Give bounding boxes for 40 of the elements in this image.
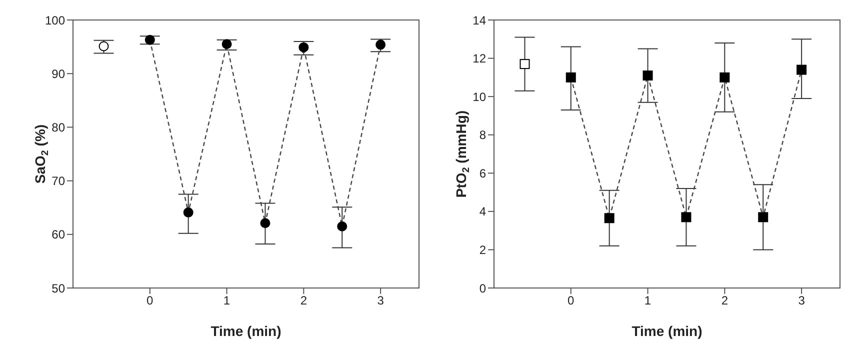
x-tick-label: 1: [223, 294, 230, 308]
x-tick-label: 2: [300, 294, 308, 308]
y-tick-label: 70: [52, 174, 66, 188]
point: [298, 42, 309, 52]
point: [520, 59, 530, 70]
point: [337, 221, 348, 232]
point: [642, 70, 653, 81]
y-tick-label: 8: [479, 128, 486, 142]
point: [566, 72, 576, 82]
point: [222, 39, 232, 50]
point: [376, 40, 386, 50]
point: [183, 207, 194, 218]
point: [796, 64, 807, 75]
point: [260, 218, 270, 228]
y-tick-label: 80: [52, 120, 66, 134]
x-axis-title: Time (min): [210, 323, 282, 339]
y-tick-label: 6: [479, 166, 486, 180]
y-tick-label: 60: [52, 228, 66, 242]
y-tick-label: 100: [44, 13, 66, 28]
y-tick-label: 14: [472, 13, 486, 28]
point: [604, 213, 614, 224]
point: [758, 212, 768, 222]
x-tick-label: 0: [146, 294, 154, 308]
x-tick-label: 3: [377, 294, 384, 308]
y-tick-label: 12: [472, 52, 486, 66]
x-tick-label: 1: [644, 294, 652, 308]
y-tick-label: 4: [479, 204, 486, 219]
x-tick-label: 3: [798, 294, 806, 308]
y-tick-label: 0: [479, 281, 486, 296]
point: [98, 41, 109, 52]
y-tick-label: 2: [479, 242, 486, 257]
y-tick-label: 90: [52, 66, 66, 81]
point: [720, 72, 730, 82]
y-tick-label: 10: [472, 90, 486, 104]
x-tick-label: 2: [721, 294, 728, 308]
x-axis-title: Time (min): [632, 323, 702, 339]
point: [144, 34, 155, 45]
y-tick-label: 50: [52, 281, 66, 296]
x-tick-label: 0: [568, 294, 575, 308]
point: [681, 212, 692, 222]
